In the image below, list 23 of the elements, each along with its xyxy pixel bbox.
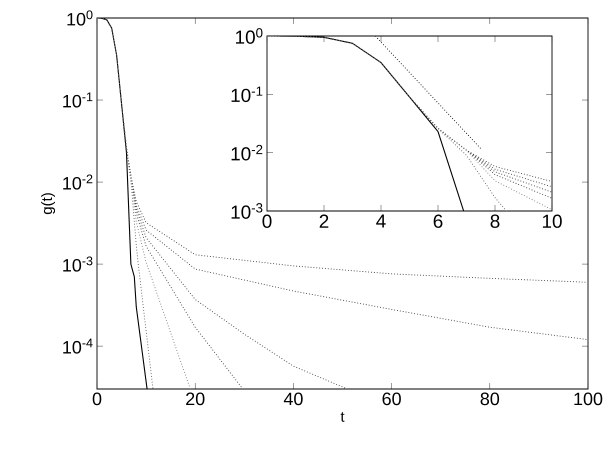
x-tick-label: 10 — [542, 214, 562, 228]
x-tick-label: 4 — [376, 214, 386, 228]
y-tick-label: 10$^{-1}$ — [232, 86, 262, 102]
y-tick-label: 10$^{-4}$ — [63, 338, 93, 354]
x-tick-label: 0 — [92, 392, 102, 406]
x-tick-label: 0 — [262, 214, 272, 228]
y-tick-label: 10$^{-3}$ — [63, 256, 92, 272]
x-tick-label: 8 — [490, 214, 500, 228]
x-tick-label: 6 — [434, 214, 442, 228]
y-tick-label: 10$^{-2}$ — [63, 174, 92, 190]
y-tick-label: 10$^{-2}$ — [232, 144, 262, 161]
x-tick-label: 80 — [480, 392, 500, 406]
x-axis-title: t — [340, 412, 344, 422]
y-tick-label: 10$^{0}$ — [67, 10, 92, 26]
x-tick-label: 60 — [382, 392, 401, 406]
x-tick-label: 20 — [186, 392, 204, 406]
y-tick-label: 10$^{-1}$ — [63, 92, 92, 108]
x-tick-label: 2 — [320, 214, 328, 228]
x-tick-label: 100 — [574, 392, 602, 406]
y-tick-label: 10$^{-3}$ — [232, 203, 262, 219]
y-tick-label: 10$^{0}$ — [236, 28, 262, 44]
x-tick-label: 40 — [284, 392, 303, 406]
y-axis-title: g(t) — [41, 193, 56, 214]
